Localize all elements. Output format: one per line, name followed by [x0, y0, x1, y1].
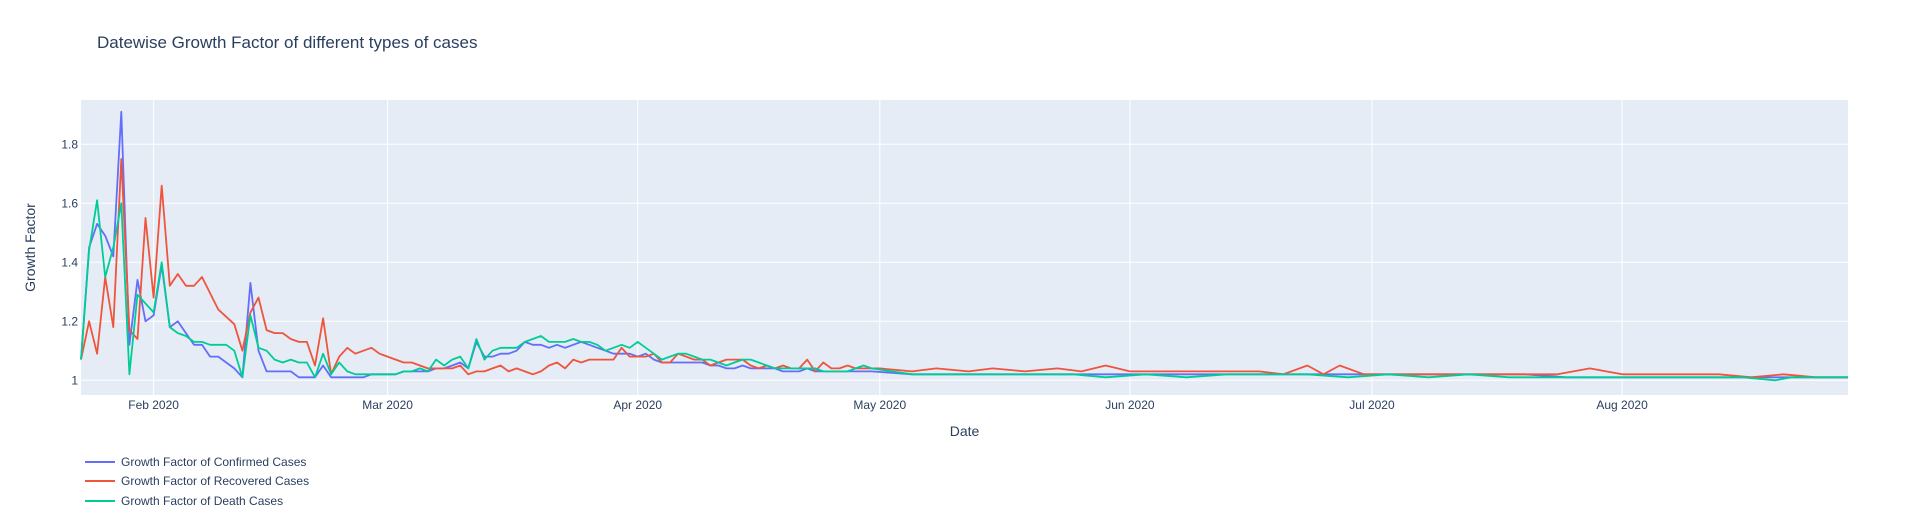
y-tick-label: 1.4 [61, 255, 78, 269]
legend-item-1[interactable]: Growth Factor of Confirmed Cases [85, 452, 309, 472]
x-tick-label: Jun 2020 [1105, 398, 1155, 412]
y-tick-labels: 1 1.2 1.4 1.6 1.8 [61, 137, 78, 387]
x-tick-labels: Feb 2020 Mar 2020 Apr 2020 May 2020 Jun 2020… [128, 398, 1648, 412]
legend: Growth Factor of Confirmed Cases Growth F… [85, 452, 309, 511]
series-line-2[interactable] [80, 158, 1848, 379]
x-tick-label: Apr 2020 [613, 398, 662, 412]
y-gridlines [81, 143, 1848, 381]
legend-item-2[interactable]: Growth Factor of Recovered Cases [85, 472, 309, 492]
x-tick-label: Feb 2020 [128, 398, 179, 412]
legend-item-3[interactable]: Growth Factor of Death Cases [85, 491, 309, 511]
y-tick-label: 1 [71, 373, 78, 387]
y-tick-label: 1.6 [61, 196, 78, 210]
legend-label: Growth Factor of Confirmed Cases [121, 454, 307, 469]
x-tick-label: Mar 2020 [362, 398, 413, 412]
legend-label: Growth Factor of Death Cases [121, 493, 284, 508]
x-gridlines [153, 100, 1623, 395]
plot-area[interactable] [81, 100, 1848, 395]
series-line-3[interactable] [80, 199, 1848, 382]
legend-swatch [85, 499, 115, 502]
x-axis-title: Date [950, 423, 980, 439]
y-tick-label: 1.8 [61, 137, 78, 151]
legend-swatch [85, 480, 115, 483]
series-layer [80, 110, 1848, 382]
x-tick-label: Aug 2020 [1596, 398, 1648, 412]
legend-label: Growth Factor of Recovered Cases [121, 474, 310, 489]
y-tick-label: 1.2 [61, 314, 78, 328]
y-axis-title: Growth Factor [22, 203, 38, 292]
legend-swatch [85, 460, 115, 463]
chart-title: Datewise Growth Factor of different type… [97, 33, 478, 52]
x-tick-label: Jul 2020 [1349, 398, 1395, 412]
x-tick-label: May 2020 [853, 398, 906, 412]
